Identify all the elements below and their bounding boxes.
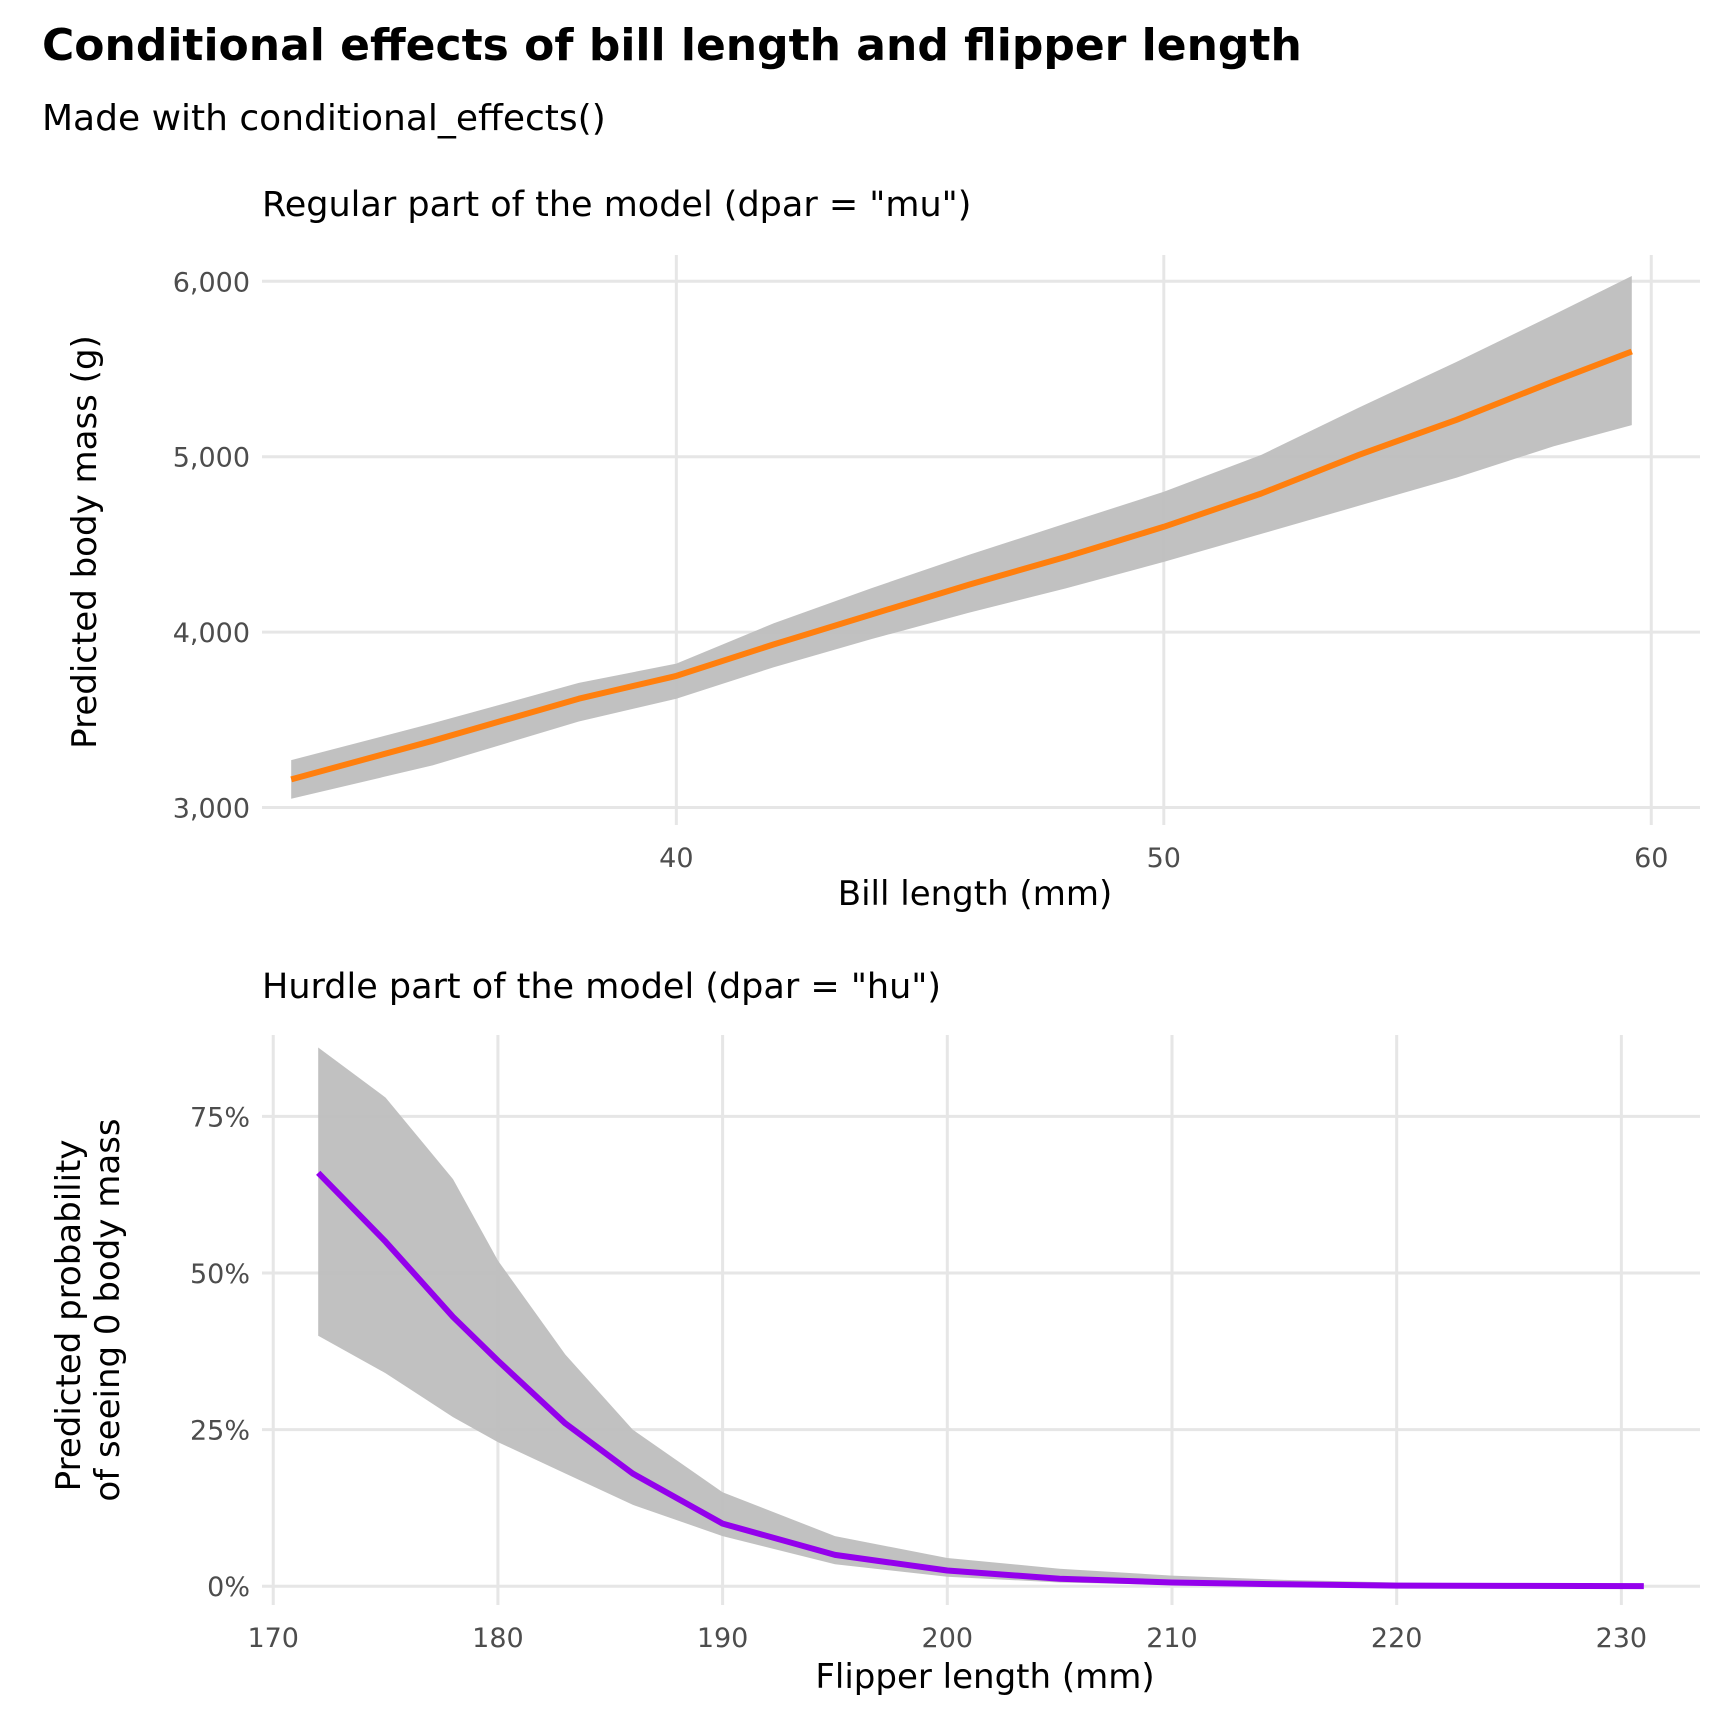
panel-hurdle-part: Hurdle part of the model (dpar = "hu") F… [49, 967, 1700, 1697]
y-tick-label: 3,000 [173, 793, 250, 824]
x-tick-label: 40 [659, 843, 693, 874]
y-tick-label: 75% [190, 1102, 250, 1133]
panel-title: Regular part of the model (dpar = "mu") [262, 185, 971, 225]
y-tick-label: 0% [207, 1572, 250, 1603]
panel-regular-part: Regular part of the model (dpar = "mu") … [65, 185, 1700, 914]
y-axis-label-line-2: of seeing 0 body mass [88, 1118, 128, 1501]
x-tick-label: 220 [1371, 1623, 1423, 1654]
x-axis-label: Flipper length (mm) [815, 1657, 1154, 1697]
y-tick-label: 6,000 [173, 267, 250, 298]
y-tick-label: 4,000 [173, 618, 250, 649]
x-tick-label: 60 [1634, 843, 1668, 874]
y-tick-label: 50% [190, 1259, 250, 1290]
estimate-line [290, 348, 1633, 783]
figure-subtitle: Made with conditional_effects() [42, 98, 606, 139]
panel-title: Hurdle part of the model (dpar = "hu") [262, 967, 941, 1007]
x-axis-label: Bill length (mm) [838, 874, 1112, 914]
x-tick-label: 180 [472, 1623, 524, 1654]
gridlines [262, 1035, 1700, 1605]
x-tick-label: 170 [247, 1623, 299, 1654]
y-tick-label: 25% [190, 1416, 250, 1447]
estimate-line [316, 1170, 1644, 1590]
figure-title: Conditional effects of bill length and f… [42, 20, 1302, 71]
x-tick-label: 190 [697, 1623, 749, 1654]
y-axis-label: Predicted body mass (g) [65, 335, 105, 749]
y-axis-label: Predicted probability of seeing 0 body m… [49, 1118, 128, 1501]
gridlines [262, 255, 1700, 825]
x-tick-label: 230 [1596, 1623, 1648, 1654]
x-tick-label: 50 [1147, 843, 1181, 874]
y-axis-label-line-1: Predicted probability [49, 1139, 89, 1491]
credible-interval-ribbon [318, 1047, 1644, 1587]
credible-interval-ribbon [291, 276, 1632, 799]
x-tick-label: 200 [922, 1623, 974, 1654]
y-tick-label: 5,000 [173, 443, 250, 474]
x-tick-label: 210 [1146, 1623, 1198, 1654]
